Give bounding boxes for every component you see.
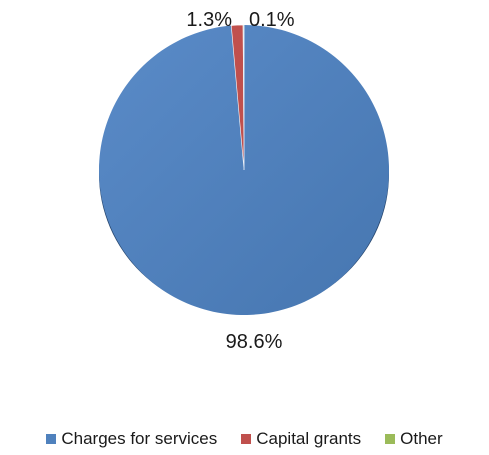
legend-label: Charges for services — [61, 429, 218, 448]
legend-swatch — [46, 434, 57, 444]
data-label-capital-grants: 1.3% — [186, 9, 232, 31]
pie-labels: 98.6% 1.3% 0.1% — [186, 9, 294, 353]
legend-item-other: Other — [385, 429, 443, 449]
pie-slices — [99, 24, 390, 316]
legend-item-capital-grants: Capital grants — [241, 429, 361, 449]
legend-swatch — [241, 434, 252, 444]
data-label-other: 0.1% — [249, 9, 295, 31]
legend-label: Capital grants — [256, 429, 362, 448]
legend-swatch — [385, 434, 396, 444]
data-label-charges-for-services: 98.6% — [226, 331, 283, 353]
legend-label: Other — [400, 429, 443, 448]
legend: Charges for services Capital grants Othe… — [0, 429, 489, 449]
legend-item-charges-for-services: Charges for services — [46, 429, 217, 449]
